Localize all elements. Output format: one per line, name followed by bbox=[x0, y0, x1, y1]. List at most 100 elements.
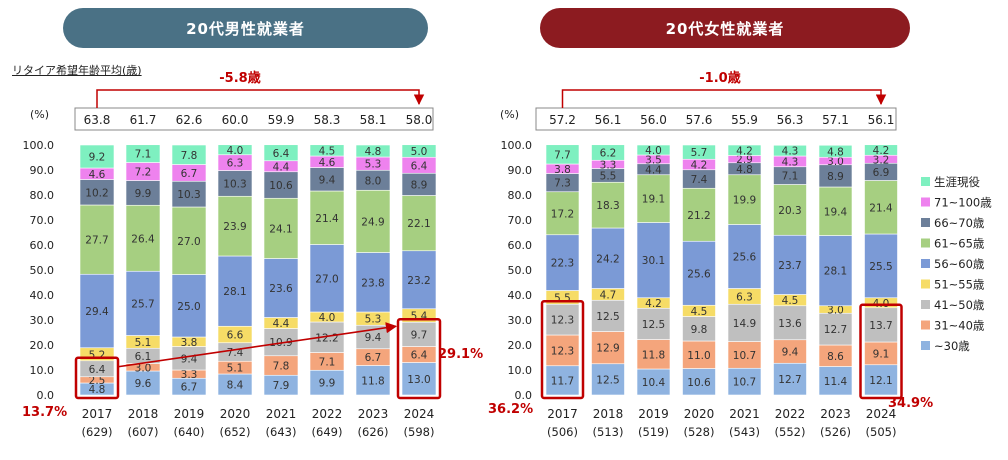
female-y-tick: 0.0 bbox=[515, 389, 533, 402]
female-data-label: 10.6 bbox=[687, 377, 711, 389]
male-trend-arrow bbox=[117, 322, 398, 368]
legend-label: 66~70歳 bbox=[934, 216, 985, 230]
male-data-label: 9.6 bbox=[135, 378, 152, 390]
legend-label: 31~40歳 bbox=[934, 319, 985, 333]
female-y-tick: 30.0 bbox=[508, 314, 533, 327]
female-retirement-age: 56.0 bbox=[640, 113, 667, 127]
female-bar-segment bbox=[818, 366, 853, 396]
legend-label: 51~55歳 bbox=[934, 278, 985, 292]
legend-label: ~30歳 bbox=[934, 339, 970, 353]
male-data-label: 27.7 bbox=[85, 235, 108, 247]
male-data-label: 6.4 bbox=[411, 350, 428, 362]
male-data-label: 10.3 bbox=[223, 178, 246, 190]
male-data-label: 24.1 bbox=[269, 223, 292, 235]
female-data-label: 4.3 bbox=[782, 156, 799, 168]
male-data-label: 7.8 bbox=[273, 361, 290, 373]
male-bar-segment bbox=[171, 144, 207, 165]
male-retirement-age: 60.0 bbox=[222, 113, 249, 127]
female-bar-segment bbox=[682, 240, 716, 306]
male-data-label: 3.0 bbox=[135, 362, 152, 374]
female-data-label: 7.7 bbox=[554, 149, 571, 161]
female-bar-segment bbox=[591, 363, 625, 396]
male-bar-segment bbox=[309, 144, 345, 157]
female-data-label: 18.3 bbox=[596, 200, 619, 212]
female-bar-segment bbox=[864, 144, 898, 156]
female-retirement-age: 56.1 bbox=[595, 113, 622, 127]
female-data-label: 19.4 bbox=[824, 206, 848, 218]
male-x-tick: 2020 bbox=[220, 407, 251, 421]
male-sample-size: (652) bbox=[220, 425, 251, 439]
female-data-label: 3.0 bbox=[827, 156, 844, 168]
male-retirement-age: 63.8 bbox=[84, 113, 111, 127]
male-data-label: 10.3 bbox=[177, 189, 200, 201]
legend-label: 61~65歳 bbox=[934, 237, 985, 251]
female-data-label: 25.6 bbox=[687, 268, 711, 280]
female-data-label: 19.1 bbox=[642, 194, 665, 206]
male-bar-segment bbox=[217, 144, 253, 156]
male-bar-segment bbox=[171, 206, 207, 275]
female-bar-segment bbox=[591, 299, 625, 332]
female-data-label: 17.2 bbox=[551, 208, 574, 220]
male-retirement-age: 58.0 bbox=[406, 113, 433, 127]
female-data-label: 12.5 bbox=[596, 374, 619, 386]
female-bar-segment bbox=[727, 367, 762, 396]
female-bar-segment bbox=[773, 144, 807, 157]
female-x-tick: 2019 bbox=[638, 407, 669, 421]
female-data-label: 4.2 bbox=[873, 145, 890, 157]
male-data-label: 5.3 bbox=[365, 314, 382, 326]
female-data-label: 7.1 bbox=[782, 171, 799, 183]
legend-label: 56~60歳 bbox=[934, 257, 985, 271]
female-data-label: 30.1 bbox=[642, 255, 665, 267]
female-data-label: 11.0 bbox=[687, 350, 710, 362]
female-y-tick: 100.0 bbox=[501, 139, 533, 152]
female-data-label: 6.3 bbox=[736, 291, 753, 303]
legend-label: 生涯現役 bbox=[934, 175, 980, 189]
male-data-label: 4.8 bbox=[89, 384, 106, 396]
female-data-label: 4.5 bbox=[782, 295, 799, 307]
female-data-label: 11.7 bbox=[551, 375, 574, 387]
female-data-label: 4.2 bbox=[645, 298, 662, 310]
female-sample-size: (505) bbox=[866, 425, 897, 439]
male-data-label: 23.9 bbox=[223, 221, 246, 233]
female-data-label: 7.4 bbox=[691, 174, 708, 186]
female-bar-segment bbox=[545, 334, 580, 367]
legend-swatch bbox=[921, 279, 930, 289]
male-data-label: 4.4 bbox=[273, 318, 290, 330]
male-data-label: 4.0 bbox=[319, 312, 336, 324]
male-y-tick: 100.0 bbox=[23, 139, 55, 152]
male-bar-segment bbox=[355, 189, 391, 253]
female-bar-segment bbox=[545, 303, 580, 336]
legend-swatch bbox=[921, 300, 930, 309]
female-data-label: 3.2 bbox=[873, 154, 890, 166]
female-data-label: 25.5 bbox=[869, 261, 892, 273]
male-data-label: 4.5 bbox=[319, 145, 336, 157]
male-data-label: 10.2 bbox=[85, 187, 108, 199]
female-retirement-age: 56.3 bbox=[777, 113, 804, 127]
male-data-label: 9.4 bbox=[319, 174, 336, 186]
male-y-tick: 60.0 bbox=[30, 239, 55, 252]
female-data-label: 10.7 bbox=[733, 350, 756, 362]
female-data-label: 14.9 bbox=[733, 318, 756, 330]
male-data-label: 4.6 bbox=[319, 157, 336, 169]
male-retirement-age: 58.3 bbox=[314, 113, 341, 127]
female-highlight-end-label: 34.9% bbox=[888, 396, 933, 411]
male-data-label: 28.1 bbox=[223, 286, 246, 298]
male-data-label: 9.9 bbox=[135, 188, 152, 200]
legend-label: 71~100歳 bbox=[934, 196, 992, 210]
female-bar-segment bbox=[727, 144, 762, 156]
retirement-age-label: リタイア希望年齢平均(歳) bbox=[12, 64, 142, 77]
female-data-label: 4.7 bbox=[600, 289, 617, 301]
female-data-label: 12.5 bbox=[642, 319, 665, 331]
female-x-tick: 2018 bbox=[593, 407, 624, 421]
female-data-label: 24.2 bbox=[596, 253, 619, 265]
female-retirement-age: 55.9 bbox=[731, 113, 758, 127]
male-bar-segment bbox=[79, 179, 115, 206]
male-data-label: 6.4 bbox=[89, 364, 106, 376]
female-retirement-box bbox=[535, 107, 897, 131]
female-bar-segment bbox=[545, 144, 580, 165]
female-bar-segment bbox=[682, 187, 716, 242]
female-x-tick: 2023 bbox=[820, 407, 851, 421]
male-bar-segment bbox=[79, 204, 115, 275]
female-bar-segment bbox=[727, 341, 762, 369]
female-bar-segment bbox=[727, 303, 762, 342]
